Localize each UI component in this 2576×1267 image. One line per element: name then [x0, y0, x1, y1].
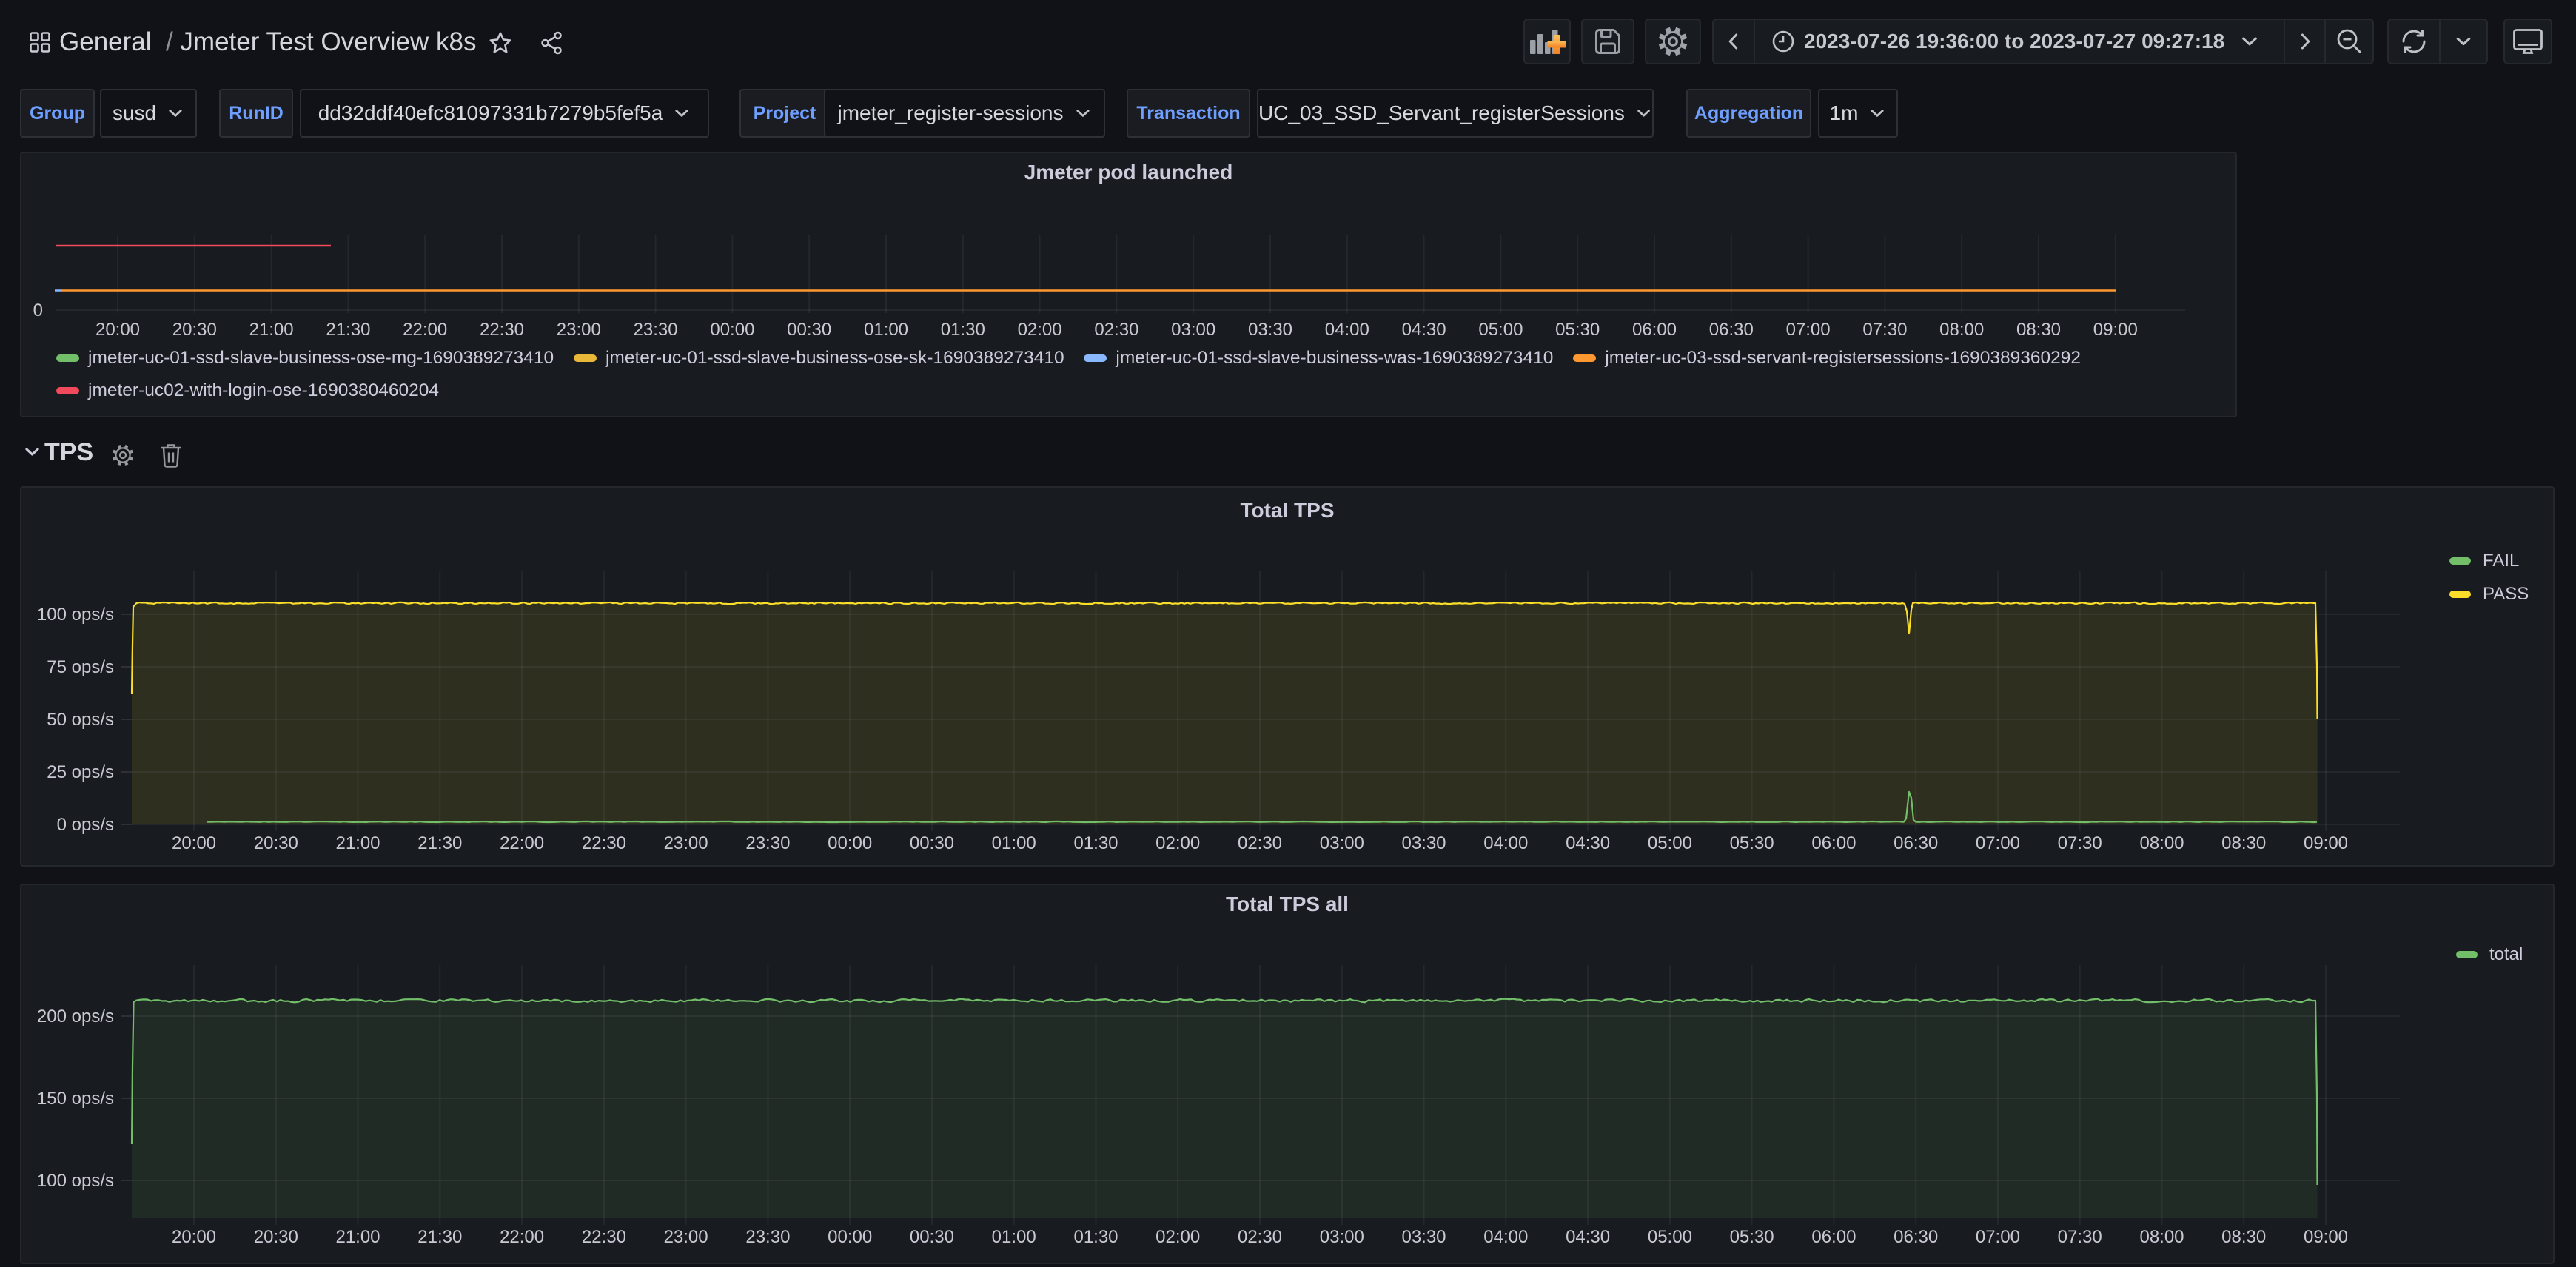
svg-text:20:00: 20:00	[172, 1227, 216, 1247]
svg-text:02:30: 02:30	[1238, 833, 1282, 853]
svg-text:23:30: 23:30	[634, 320, 678, 340]
svg-text:04:30: 04:30	[1566, 1227, 1610, 1247]
svg-text:0: 0	[33, 300, 43, 320]
svg-text:01:00: 01:00	[992, 833, 1036, 853]
svg-text:23:00: 23:00	[664, 833, 708, 853]
svg-text:05:30: 05:30	[1730, 833, 1774, 853]
svg-text:22:00: 22:00	[403, 320, 447, 340]
svg-text:09:00: 09:00	[2304, 833, 2348, 853]
svg-text:21:30: 21:30	[417, 833, 462, 853]
svg-text:21:00: 21:00	[335, 833, 380, 853]
svg-text:21:00: 21:00	[335, 1227, 380, 1247]
svg-text:75 ops/s: 75 ops/s	[47, 657, 114, 677]
svg-text:09:00: 09:00	[2093, 320, 2138, 340]
svg-text:22:00: 22:00	[500, 1227, 544, 1247]
svg-text:05:00: 05:00	[1478, 320, 1523, 340]
svg-text:02:00: 02:00	[1155, 833, 1200, 853]
svg-text:03:30: 03:30	[1401, 1227, 1446, 1247]
svg-text:25 ops/s: 25 ops/s	[47, 762, 114, 782]
svg-text:03:30: 03:30	[1401, 833, 1446, 853]
svg-text:00:30: 00:30	[910, 1227, 954, 1247]
svg-text:02:00: 02:00	[1018, 320, 1062, 340]
svg-text:08:30: 08:30	[2016, 320, 2061, 340]
svg-text:00:30: 00:30	[910, 833, 954, 853]
svg-text:20:00: 20:00	[172, 833, 216, 853]
svg-text:04:30: 04:30	[1566, 833, 1610, 853]
svg-text:20:30: 20:30	[254, 1227, 298, 1247]
svg-text:02:00: 02:00	[1155, 1227, 1200, 1247]
svg-text:06:00: 06:00	[1811, 833, 1856, 853]
svg-text:04:00: 04:00	[1483, 1227, 1528, 1247]
svg-text:100 ops/s: 100 ops/s	[37, 1171, 114, 1191]
svg-text:21:00: 21:00	[249, 320, 294, 340]
svg-text:06:30: 06:30	[1709, 320, 1754, 340]
svg-text:04:30: 04:30	[1402, 320, 1446, 340]
svg-text:06:30: 06:30	[1894, 833, 1938, 853]
svg-text:03:00: 03:00	[1320, 833, 1364, 853]
svg-text:07:00: 07:00	[1976, 1227, 2020, 1247]
svg-text:01:30: 01:30	[1073, 833, 1118, 853]
svg-text:02:30: 02:30	[1094, 320, 1138, 340]
svg-text:02:30: 02:30	[1238, 1227, 1282, 1247]
svg-text:01:30: 01:30	[941, 320, 985, 340]
svg-text:06:30: 06:30	[1894, 1227, 1938, 1247]
svg-text:08:30: 08:30	[2221, 833, 2266, 853]
svg-text:22:30: 22:30	[480, 320, 524, 340]
svg-text:07:00: 07:00	[1786, 320, 1831, 340]
svg-text:08:30: 08:30	[2221, 1227, 2266, 1247]
svg-text:05:30: 05:30	[1730, 1227, 1774, 1247]
svg-text:22:30: 22:30	[582, 833, 626, 853]
svg-text:20:00: 20:00	[95, 320, 140, 340]
svg-text:23:30: 23:30	[745, 833, 790, 853]
svg-text:0 ops/s: 0 ops/s	[57, 815, 114, 835]
svg-text:08:00: 08:00	[1939, 320, 1984, 340]
svg-text:22:00: 22:00	[500, 833, 544, 853]
svg-text:01:00: 01:00	[992, 1227, 1036, 1247]
svg-text:22:30: 22:30	[582, 1227, 626, 1247]
svg-text:03:00: 03:00	[1320, 1227, 1364, 1247]
svg-text:200 ops/s: 200 ops/s	[37, 1006, 114, 1026]
svg-text:00:00: 00:00	[710, 320, 754, 340]
svg-text:07:30: 07:30	[2058, 833, 2102, 853]
svg-text:04:00: 04:00	[1483, 833, 1528, 853]
svg-text:23:00: 23:00	[664, 1227, 708, 1247]
svg-text:20:30: 20:30	[172, 320, 217, 340]
svg-text:07:00: 07:00	[1976, 833, 2020, 853]
svg-text:08:00: 08:00	[2139, 833, 2184, 853]
svg-text:09:00: 09:00	[2304, 1227, 2348, 1247]
svg-text:01:00: 01:00	[864, 320, 908, 340]
svg-text:21:30: 21:30	[326, 320, 370, 340]
svg-text:50 ops/s: 50 ops/s	[47, 710, 114, 730]
svg-text:150 ops/s: 150 ops/s	[37, 1089, 114, 1109]
svg-text:05:00: 05:00	[1648, 1227, 1692, 1247]
svg-text:04:00: 04:00	[1325, 320, 1369, 340]
svg-text:06:00: 06:00	[1632, 320, 1677, 340]
svg-text:08:00: 08:00	[2139, 1227, 2184, 1247]
svg-text:03:30: 03:30	[1248, 320, 1292, 340]
svg-text:03:00: 03:00	[1171, 320, 1215, 340]
svg-text:00:30: 00:30	[787, 320, 831, 340]
svg-text:20:30: 20:30	[254, 833, 298, 853]
svg-text:05:30: 05:30	[1555, 320, 1600, 340]
svg-text:07:30: 07:30	[1862, 320, 1907, 340]
svg-text:21:30: 21:30	[417, 1227, 462, 1247]
svg-text:00:00: 00:00	[828, 833, 872, 853]
svg-text:01:30: 01:30	[1073, 1227, 1118, 1247]
svg-text:23:30: 23:30	[745, 1227, 790, 1247]
svg-text:23:00: 23:00	[557, 320, 601, 340]
svg-text:07:30: 07:30	[2058, 1227, 2102, 1247]
svg-text:100 ops/s: 100 ops/s	[37, 605, 114, 625]
svg-text:05:00: 05:00	[1648, 833, 1692, 853]
svg-text:00:00: 00:00	[828, 1227, 872, 1247]
svg-text:06:00: 06:00	[1811, 1227, 1856, 1247]
